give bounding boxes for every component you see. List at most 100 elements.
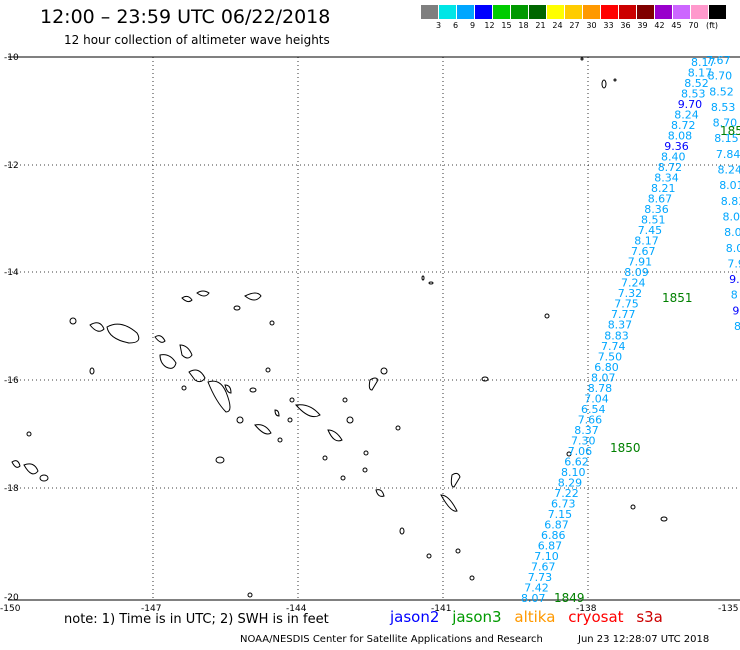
wave-height-value: 8.34: [654, 172, 679, 185]
wave-height-value: 8.29: [558, 476, 583, 489]
wave-height-value: 8.07: [591, 371, 616, 384]
lat-label: -12: [4, 161, 19, 171]
color-swatch: [673, 5, 691, 19]
pass-label: 1850: [610, 441, 641, 455]
color-scale-label: 6: [452, 21, 459, 30]
pass-label: 1851: [662, 291, 693, 305]
color-scale-label: 15: [501, 21, 512, 30]
wave-height-value: 8: [731, 289, 738, 302]
wave-height-value: 8.17: [688, 67, 713, 80]
wave-height-value: 8.37: [574, 424, 599, 437]
color-scale-label: 45: [671, 21, 682, 30]
wave-height-value: 7.77: [611, 308, 636, 321]
wave-height-value: 7.9: [727, 257, 740, 270]
wave-height-value: 6.87: [544, 518, 569, 531]
wave-height-value: 7.04: [584, 392, 609, 405]
color-scale-label: 36: [620, 21, 631, 30]
color-swatch: [529, 5, 547, 19]
color-swatch: [655, 5, 673, 19]
satellite-cryosat: cryosat: [568, 608, 624, 626]
wave-height-value: 6.62: [564, 455, 589, 468]
color-scale-label: 30: [586, 21, 597, 30]
color-scale-label: 21: [535, 21, 546, 30]
wave-height-value: 7.67: [631, 245, 656, 258]
pass-label: 1849: [554, 591, 585, 605]
wave-height-value: 6.73: [551, 497, 576, 510]
wave-height-value: 8.36: [644, 203, 669, 216]
wave-height-value: 8.83: [604, 329, 629, 342]
wave-height-value: 8.37: [608, 319, 633, 332]
wave-height-value: 8.72: [671, 119, 696, 132]
lon-label: -135: [718, 604, 738, 614]
lon-label: -150: [0, 604, 21, 614]
lon-label: -144: [286, 604, 307, 614]
wave-height-value: 8.17: [634, 235, 659, 248]
wave-height-value: 8.21: [651, 182, 676, 195]
color-scale-label: 33: [603, 21, 614, 30]
color-scale-label: 18: [518, 21, 529, 30]
wave-height-value: 8.53: [681, 88, 706, 101]
footnote: note: 1) Time is in UTC; 2) SWH is in fe…: [64, 612, 329, 627]
generation-timestamp: Jun 23 12:28:07 UTC 2018: [578, 634, 710, 645]
wave-height-value: 7.45: [638, 224, 663, 237]
wave-height-value: 8.09: [726, 242, 740, 255]
color-swatch: [511, 5, 529, 19]
wave-height-value: 7.30: [571, 434, 596, 447]
color-scale-label: 12: [484, 21, 495, 30]
wave-height-value: 8.40: [661, 151, 686, 164]
wave-height-value: 8.15: [714, 132, 739, 145]
color-scale-label: 24: [552, 21, 563, 30]
color-swatch: [493, 5, 511, 19]
color-swatch: [547, 5, 565, 19]
wave-height-value: 7.67: [706, 54, 731, 67]
wave-height-value: 8.09: [624, 266, 649, 279]
color-scale-label: 9: [469, 21, 476, 30]
wave-height-value: 8.72: [658, 161, 683, 174]
wave-height-value: 9.70: [678, 98, 703, 111]
wave-height-value: 6.80: [594, 361, 619, 374]
lat-label: -18: [4, 484, 19, 494]
wave-height-value: 7.15: [548, 508, 573, 521]
wave-height-value: 7.06: [568, 445, 593, 458]
wave-height-value: 8: [734, 320, 740, 333]
color-swatch: [439, 5, 457, 19]
color-scale-swatches: [421, 5, 727, 19]
lon-label: -141: [431, 604, 451, 614]
islands: [11, 57, 668, 598]
wave-height-value: 8.67: [648, 193, 673, 206]
color-scale-labels: 3 6 9 12 15 18 21 24 27 30 33 36 39 42 45 70 (ft): [430, 19, 727, 30]
color-scale-label: 70: [688, 21, 699, 30]
wave-height-value: 9: [732, 304, 739, 317]
color-swatch: [583, 5, 601, 19]
lon-label: -138: [576, 604, 597, 614]
wave-height-value: 8.01: [724, 226, 740, 239]
wave-height-value: 8.01: [719, 179, 740, 192]
color-swatch: [475, 5, 493, 19]
wave-height-value: 8.83: [721, 195, 740, 208]
wave-height-value: 6.54: [581, 403, 606, 416]
wave-height-value: 7.24: [621, 277, 646, 290]
wave-height-value: 6.86: [541, 529, 566, 542]
credit-line: NOAA/NESDIS Center for Satellite Applica…: [240, 634, 543, 645]
wave-height-value: 7.32: [618, 287, 643, 300]
wave-height-value: 8.07: [521, 592, 546, 605]
map-grid: [8, 57, 740, 600]
lat-label: -14: [4, 268, 19, 278]
wave-height-value: 7.73: [528, 571, 553, 584]
wave-height-value: 8.24: [718, 164, 740, 177]
wave-height-value: 8.52: [684, 77, 709, 90]
satellite-jason3: jason3: [452, 608, 502, 626]
color-swatch: [709, 5, 727, 19]
map-subtitle: 12 hour collection of altimeter wave hei…: [64, 33, 330, 47]
wave-height-value: 8.08: [668, 130, 693, 143]
color-scale-label: 42: [654, 21, 665, 30]
satellite-jason2: jason2: [390, 608, 440, 626]
altimeter-track-east: 7.67 8.70 8.52 8.53 8.70 8.15 7.84 8.24 8.01 8.83…: [706, 54, 740, 333]
color-swatch: [619, 5, 637, 19]
satellite-legend: jason2 jason3 altika cryosat s3a: [390, 608, 671, 626]
wave-height-value: 7.42: [524, 582, 549, 595]
wave-height-value: 7.67: [531, 561, 556, 574]
wave-height-value: 8.53: [711, 101, 736, 114]
wave-height-value: 7.75: [614, 298, 639, 311]
